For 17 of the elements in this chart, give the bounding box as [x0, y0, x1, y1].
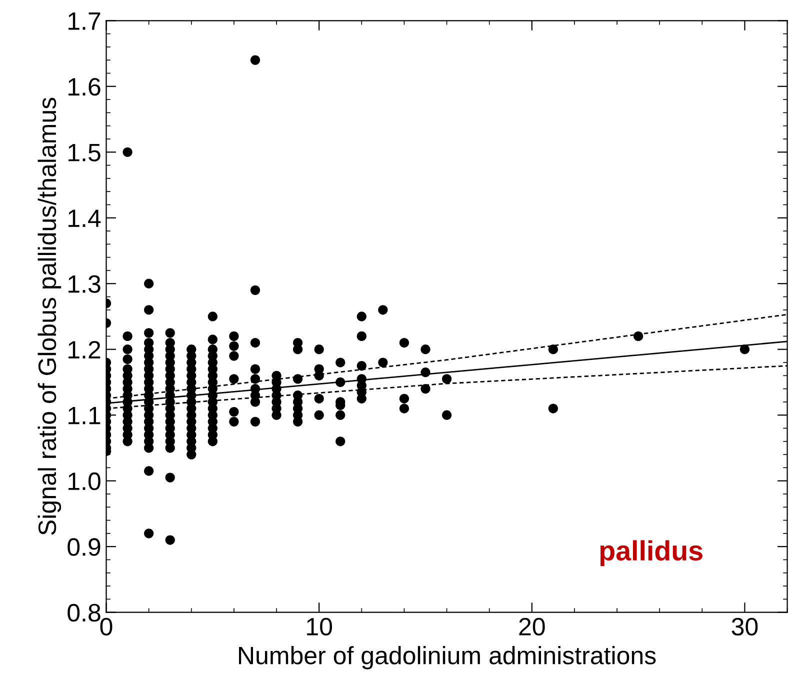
- y-axis-title: Signal ratio of Globus pallidus/thalamus: [38, 98, 62, 535]
- y-tick-label: 1.7: [68, 12, 100, 30]
- x-axis-title: Number of gadolinium administrations: [239, 646, 656, 670]
- x-tick-label: 20: [519, 618, 545, 636]
- annotation: pallidus: [600, 540, 702, 566]
- y-tick-label: 1.2: [68, 340, 100, 358]
- y-tick-label: 0.9: [68, 538, 100, 556]
- y-tick-label: 0.8: [68, 604, 100, 622]
- x-tick-label: 10: [307, 618, 332, 636]
- x-tick-label: 30: [732, 618, 758, 636]
- y-tick-label: 1.6: [68, 78, 100, 96]
- y-tick-label: 1.1: [68, 406, 100, 424]
- y-tick-label: 1.5: [68, 144, 100, 162]
- y-tick-label: 1.3: [68, 275, 100, 293]
- y-tick-label: 1.0: [68, 472, 100, 490]
- y-tick-label: 1.4: [68, 210, 101, 227]
- x-tick-label: 0: [100, 618, 112, 636]
